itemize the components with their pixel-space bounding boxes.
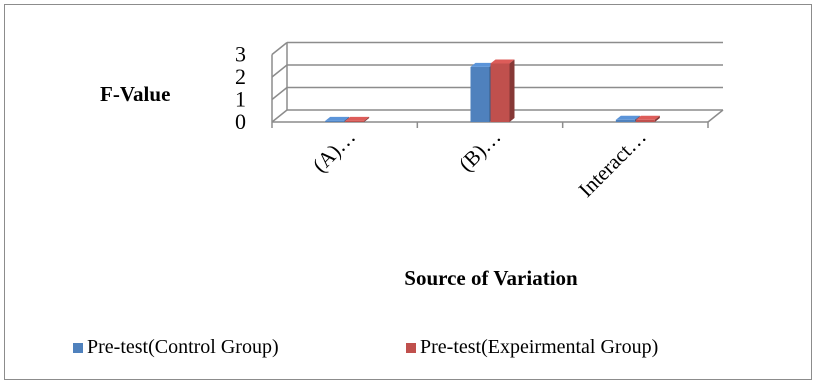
legend-label: Pre-test(Control Group) — [87, 336, 279, 358]
y-tick-label: 1 — [235, 87, 246, 112]
bar-top — [470, 62, 495, 67]
bar-0-1 — [345, 116, 370, 122]
bar-front — [470, 66, 490, 122]
y-tick-label: 3 — [235, 42, 246, 67]
legend: Pre-test(Control Group) Pre-test(Expeirme… — [73, 336, 658, 358]
bar-front — [345, 120, 365, 122]
bar-1-1 — [490, 59, 515, 122]
y-tick-label: 0 — [235, 109, 246, 134]
floor-edge — [707, 109, 724, 123]
bar-front — [635, 119, 655, 122]
bar-top — [345, 116, 370, 121]
bar-front — [325, 120, 345, 122]
gridline-connector — [271, 64, 288, 78]
bar-2-1 — [635, 115, 660, 122]
gridline-connector — [271, 86, 288, 101]
x-axis-title: Source of Variation — [404, 266, 578, 290]
x-tick-label: Interact… — [574, 125, 651, 202]
bar-front — [615, 119, 635, 122]
bar-side — [509, 59, 515, 122]
bar-top — [325, 116, 350, 121]
legend-label: Pre-test(Expeirmental Group) — [420, 336, 658, 358]
bars — [325, 59, 660, 122]
bar-side — [364, 116, 370, 122]
gridline-connector — [271, 41, 288, 56]
chart-frame — [4, 4, 812, 380]
x-tick-label: (B)… — [454, 125, 506, 177]
y-tick-label: 2 — [235, 64, 246, 89]
x-tick-label: (A)… — [308, 125, 360, 177]
bar-side — [654, 115, 660, 122]
x-tick-labels: (A)… (B)… Interact… — [308, 125, 651, 202]
legend-swatch — [73, 343, 83, 353]
bar-top — [615, 115, 640, 120]
bar-top — [490, 59, 515, 64]
legend-swatch — [406, 343, 416, 353]
gridline-connector — [271, 109, 288, 123]
bar-front — [490, 63, 510, 122]
bar-top — [635, 115, 660, 120]
y-axis-title: F-Value — [100, 82, 170, 106]
